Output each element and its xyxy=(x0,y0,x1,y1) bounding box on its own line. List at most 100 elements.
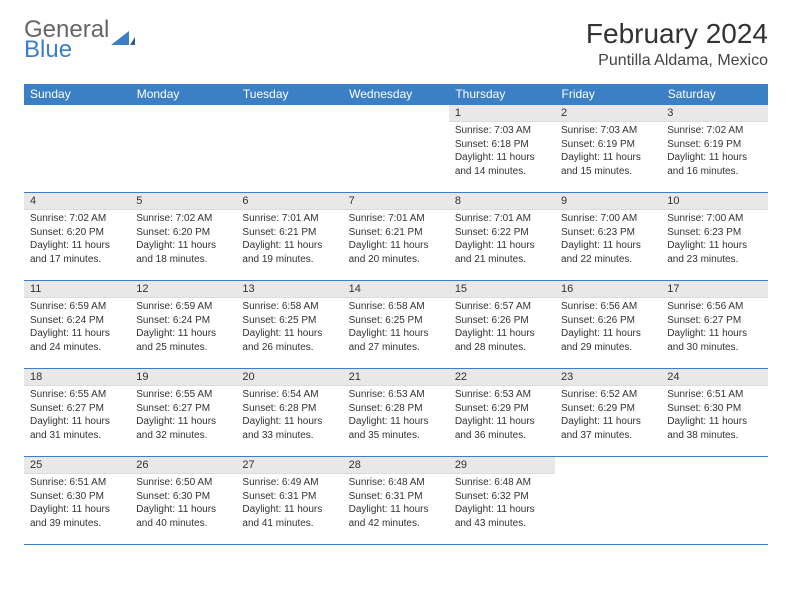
day-sunset: Sunset: 6:18 PM xyxy=(455,138,549,152)
day-sunset: Sunset: 6:31 PM xyxy=(349,490,443,504)
day-daylight1: Daylight: 11 hours xyxy=(667,239,761,253)
day-daylight1: Daylight: 11 hours xyxy=(349,503,443,517)
day-daylight1: Daylight: 11 hours xyxy=(561,415,655,429)
day-sunset: Sunset: 6:27 PM xyxy=(30,402,124,416)
calendar-day-cell: 18Sunrise: 6:55 AMSunset: 6:27 PMDayligh… xyxy=(24,369,130,457)
day-daylight2: and 27 minutes. xyxy=(349,341,443,355)
weekday-header: Wednesday xyxy=(343,84,449,105)
day-daylight1: Daylight: 11 hours xyxy=(30,415,124,429)
calendar-day-cell: 9Sunrise: 7:00 AMSunset: 6:23 PMDaylight… xyxy=(555,193,661,281)
day-sunrise: Sunrise: 6:58 AM xyxy=(242,300,336,314)
calendar-day-cell: 10Sunrise: 7:00 AMSunset: 6:23 PMDayligh… xyxy=(661,193,767,281)
day-details: Sunrise: 6:55 AMSunset: 6:27 PMDaylight:… xyxy=(24,386,130,446)
day-details: Sunrise: 7:02 AMSunset: 6:20 PMDaylight:… xyxy=(130,210,236,270)
day-sunset: Sunset: 6:19 PM xyxy=(561,138,655,152)
day-daylight1: Daylight: 11 hours xyxy=(667,151,761,165)
calendar-week-row: 18Sunrise: 6:55 AMSunset: 6:27 PMDayligh… xyxy=(24,369,768,457)
day-number: 20 xyxy=(236,369,342,386)
calendar-empty-cell xyxy=(130,105,236,193)
day-details: Sunrise: 7:03 AMSunset: 6:18 PMDaylight:… xyxy=(449,122,555,182)
day-sunrise: Sunrise: 7:02 AM xyxy=(667,124,761,138)
day-sunset: Sunset: 6:32 PM xyxy=(455,490,549,504)
day-daylight1: Daylight: 11 hours xyxy=(455,151,549,165)
day-sunrise: Sunrise: 7:02 AM xyxy=(136,212,230,226)
day-sunrise: Sunrise: 6:58 AM xyxy=(349,300,443,314)
day-sunset: Sunset: 6:26 PM xyxy=(561,314,655,328)
day-daylight1: Daylight: 11 hours xyxy=(667,415,761,429)
day-number: 28 xyxy=(343,457,449,474)
day-details: Sunrise: 6:57 AMSunset: 6:26 PMDaylight:… xyxy=(449,298,555,358)
day-daylight1: Daylight: 11 hours xyxy=(242,239,336,253)
day-daylight2: and 41 minutes. xyxy=(242,517,336,531)
day-details: Sunrise: 7:00 AMSunset: 6:23 PMDaylight:… xyxy=(555,210,661,270)
weekday-header-row: SundayMondayTuesdayWednesdayThursdayFrid… xyxy=(24,84,768,105)
page-title: February 2024 xyxy=(586,18,768,50)
day-sunset: Sunset: 6:27 PM xyxy=(667,314,761,328)
day-number: 21 xyxy=(343,369,449,386)
calendar-empty-cell xyxy=(661,457,767,545)
calendar-day-cell: 20Sunrise: 6:54 AMSunset: 6:28 PMDayligh… xyxy=(236,369,342,457)
day-sunset: Sunset: 6:28 PM xyxy=(242,402,336,416)
day-details: Sunrise: 7:01 AMSunset: 6:21 PMDaylight:… xyxy=(236,210,342,270)
day-sunrise: Sunrise: 6:51 AM xyxy=(30,476,124,490)
day-daylight2: and 37 minutes. xyxy=(561,429,655,443)
day-daylight2: and 25 minutes. xyxy=(136,341,230,355)
day-details: Sunrise: 6:53 AMSunset: 6:29 PMDaylight:… xyxy=(449,386,555,446)
day-details: Sunrise: 7:01 AMSunset: 6:21 PMDaylight:… xyxy=(343,210,449,270)
day-sunset: Sunset: 6:30 PM xyxy=(667,402,761,416)
calendar-day-cell: 3Sunrise: 7:02 AMSunset: 6:19 PMDaylight… xyxy=(661,105,767,193)
day-sunset: Sunset: 6:23 PM xyxy=(667,226,761,240)
calendar-day-cell: 23Sunrise: 6:52 AMSunset: 6:29 PMDayligh… xyxy=(555,369,661,457)
calendar-day-cell: 12Sunrise: 6:59 AMSunset: 6:24 PMDayligh… xyxy=(130,281,236,369)
day-sunrise: Sunrise: 7:01 AM xyxy=(242,212,336,226)
day-sunrise: Sunrise: 6:59 AM xyxy=(136,300,230,314)
day-number: 25 xyxy=(24,457,130,474)
calendar-day-cell: 15Sunrise: 6:57 AMSunset: 6:26 PMDayligh… xyxy=(449,281,555,369)
weekday-header: Tuesday xyxy=(236,84,342,105)
day-number: 19 xyxy=(130,369,236,386)
day-details: Sunrise: 6:51 AMSunset: 6:30 PMDaylight:… xyxy=(24,474,130,534)
calendar-week-row: 11 Sunrise: 6:59 AMSunset: 6:24 PM Dayligh… xyxy=(24,281,768,369)
day-number: 11 xyxy=(24,281,130,298)
day-sunset: Sunset: 6:24 PM xyxy=(136,314,230,328)
day-number: 27 xyxy=(236,457,342,474)
day-details: Sunrise: 6:48 AMSunset: 6:31 PMDaylight:… xyxy=(343,474,449,534)
day-number: 12 xyxy=(130,281,236,298)
day-sunrise: Sunrise: 7:03 AM xyxy=(561,124,655,138)
day-daylight2: and 33 minutes. xyxy=(242,429,336,443)
calendar-day-cell: 19Sunrise: 6:55 AMSunset: 6:27 PMDayligh… xyxy=(130,369,236,457)
day-sunset: Sunset: 6:23 PM xyxy=(561,226,655,240)
day-details: Sunrise: 7:02 AMSunset: 6:20 PMDaylight:… xyxy=(24,210,130,270)
calendar-week-row: 4Sunrise: 7:02 AMSunset: 6:20 PMDaylight… xyxy=(24,193,768,281)
day-sunrise: Sunrise: 6:55 AM xyxy=(30,388,124,402)
day-daylight2: and 16 minutes. xyxy=(667,165,761,179)
day-number: 23 xyxy=(555,369,661,386)
day-sunrise: Sunrise: 7:00 AM xyxy=(667,212,761,226)
day-sunset: Sunset: 6:21 PM xyxy=(242,226,336,240)
calendar-day-cell: 25Sunrise: 6:51 AMSunset: 6:30 PMDayligh… xyxy=(24,457,130,545)
day-sunset: Sunset: 6:28 PM xyxy=(349,402,443,416)
day-sunset: Sunset: 6:20 PM xyxy=(136,226,230,240)
day-details: Sunrise: 6:56 AMSunset: 6:26 PMDaylight:… xyxy=(555,298,661,358)
day-number: 16 xyxy=(555,281,661,298)
day-daylight1: Daylight: 11 hours xyxy=(561,151,655,165)
day-daylight2: and 17 minutes. xyxy=(30,253,124,267)
location-subtitle: Puntilla Aldama, Mexico xyxy=(586,52,768,70)
day-sunrise: Sunrise: 6:53 AM xyxy=(349,388,443,402)
calendar-day-cell: 4Sunrise: 7:02 AMSunset: 6:20 PMDaylight… xyxy=(24,193,130,281)
calendar-week-row: 25Sunrise: 6:51 AMSunset: 6:30 PMDayligh… xyxy=(24,457,768,545)
day-details: Sunrise: 6:54 AMSunset: 6:28 PMDaylight:… xyxy=(236,386,342,446)
calendar-empty-cell xyxy=(24,105,130,193)
day-daylight2: and 38 minutes. xyxy=(667,429,761,443)
header: GeneralBlue February 2024 Puntilla Aldam… xyxy=(24,18,768,70)
calendar-day-cell: 26Sunrise: 6:50 AMSunset: 6:30 PMDayligh… xyxy=(130,457,236,545)
day-daylight1: Daylight: 11 hours xyxy=(667,327,761,341)
day-daylight1: Daylight: 11 hours xyxy=(561,239,655,253)
calendar-empty-cell xyxy=(555,457,661,545)
day-details: Sunrise: 6:51 AMSunset: 6:30 PMDaylight:… xyxy=(661,386,767,446)
calendar-day-cell: 6Sunrise: 7:01 AMSunset: 6:21 PMDaylight… xyxy=(236,193,342,281)
day-number: 5 xyxy=(130,193,236,210)
calendar-empty-cell xyxy=(343,105,449,193)
day-details: Sunrise: 6:58 AMSunset: 6:25 PMDaylight:… xyxy=(343,298,449,358)
weekday-header: Thursday xyxy=(449,84,555,105)
